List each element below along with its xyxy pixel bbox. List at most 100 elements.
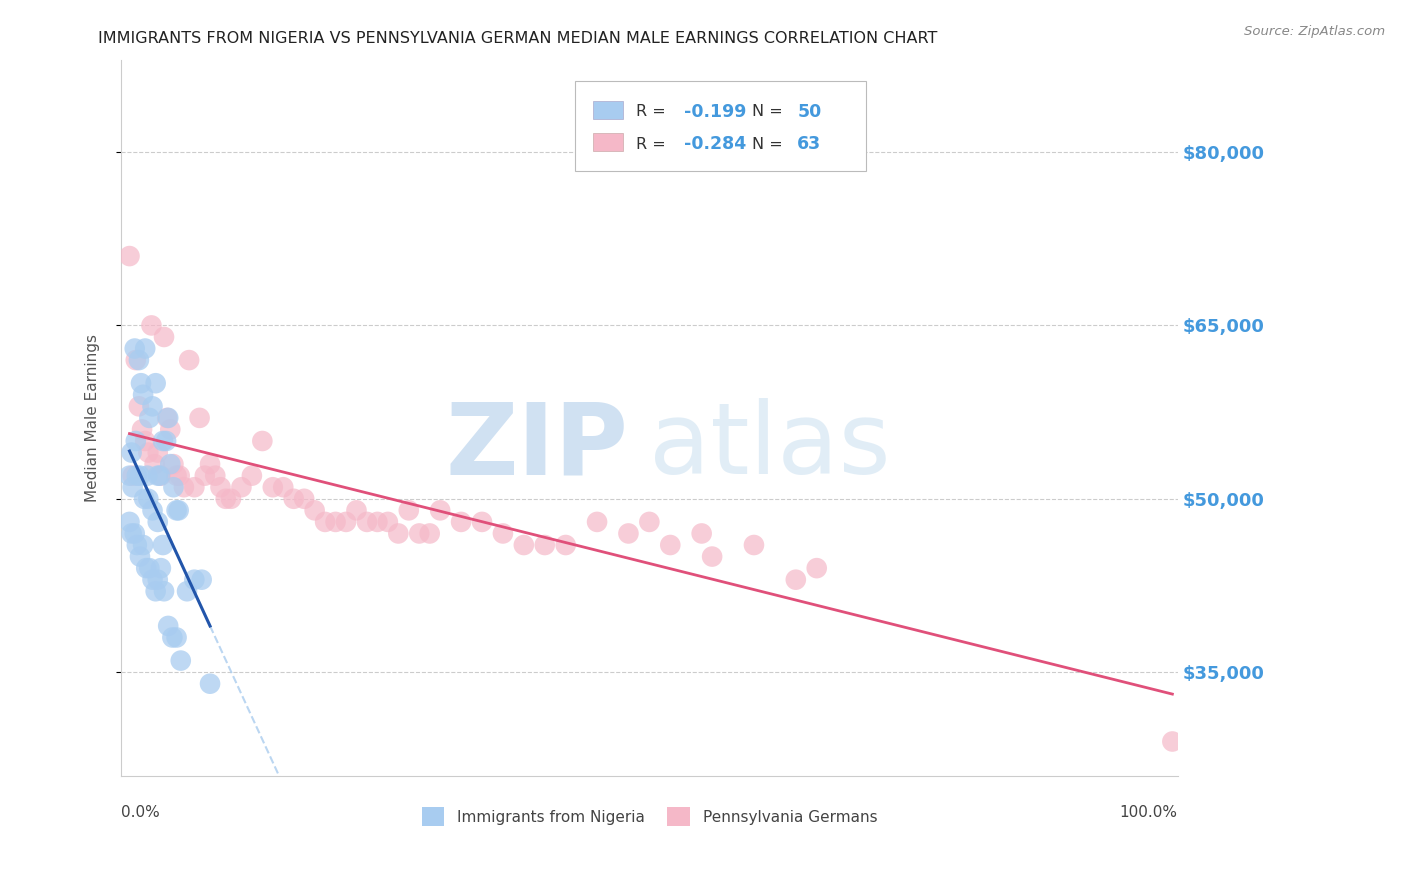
Point [204, 468, 226, 483]
Point [135, 561, 157, 575]
Point [179, 353, 201, 368]
Point [554, 538, 576, 552]
Point [785, 573, 807, 587]
Point [152, 434, 174, 448]
Point [700, 549, 723, 564]
Point [121, 480, 143, 494]
Point [335, 515, 357, 529]
Point [149, 561, 172, 575]
Point [659, 538, 682, 552]
Point [183, 573, 205, 587]
Point [198, 457, 221, 471]
Point [132, 538, 155, 552]
Point [366, 515, 388, 529]
Point [231, 480, 253, 494]
Point [149, 468, 172, 483]
Point [638, 515, 661, 529]
Point [156, 410, 179, 425]
Point [118, 515, 141, 529]
Point [162, 480, 184, 494]
Point [617, 526, 640, 541]
Point [346, 503, 368, 517]
Text: R =: R = [636, 136, 671, 152]
Point [141, 573, 163, 587]
Point [304, 503, 326, 517]
Text: N =: N = [752, 136, 787, 152]
Point [252, 434, 274, 448]
Text: N =: N = [752, 104, 787, 120]
Point [118, 249, 141, 263]
Text: IMMIGRANTS FROM NIGERIA VS PENNSYLVANIA GERMAN MEDIAN MALE EARNINGS CORRELATION : IMMIGRANTS FROM NIGERIA VS PENNSYLVANIA … [98, 31, 938, 46]
Text: ZIP: ZIP [446, 398, 628, 495]
Point [131, 422, 153, 436]
Point [146, 445, 169, 459]
Point [143, 457, 166, 471]
Point [387, 526, 409, 541]
Point [398, 503, 420, 517]
Point [141, 318, 163, 333]
Point [408, 526, 430, 541]
Point [167, 503, 190, 517]
Point [162, 631, 184, 645]
Point [146, 573, 169, 587]
Point [271, 480, 294, 494]
Point [176, 584, 198, 599]
Point [240, 468, 263, 483]
Point [166, 631, 188, 645]
Point [149, 468, 172, 483]
Point [141, 400, 163, 414]
Point [138, 410, 160, 425]
Point [188, 410, 211, 425]
Point [198, 676, 221, 690]
Point [136, 445, 159, 459]
Point [314, 515, 336, 529]
Point [145, 584, 167, 599]
Point [209, 480, 232, 494]
Point [429, 503, 451, 517]
Point [152, 538, 174, 552]
Point [356, 515, 378, 529]
Point [121, 526, 143, 541]
Point [138, 561, 160, 575]
Point [325, 515, 347, 529]
Point [533, 538, 555, 552]
Point [170, 654, 193, 668]
Text: -0.199: -0.199 [685, 103, 747, 121]
Point [125, 434, 148, 448]
Text: 100.0%: 100.0% [1119, 805, 1178, 820]
Point [471, 515, 494, 529]
Point [134, 342, 156, 356]
Point [145, 376, 167, 391]
FancyBboxPatch shape [575, 81, 866, 170]
Point [742, 538, 765, 552]
Text: R =: R = [636, 104, 671, 120]
Point [169, 468, 191, 483]
Point [124, 342, 146, 356]
Point [262, 480, 284, 494]
Point [157, 410, 180, 425]
Point [129, 549, 152, 564]
Point [121, 468, 143, 483]
Point [136, 491, 159, 506]
Point [190, 573, 212, 587]
Text: 50: 50 [797, 103, 821, 121]
Point [159, 422, 181, 436]
Point [419, 526, 441, 541]
Point [146, 515, 169, 529]
Point [513, 538, 536, 552]
Point [806, 561, 828, 575]
Point [141, 503, 163, 517]
Point [219, 491, 242, 506]
Point [125, 538, 148, 552]
Point [132, 388, 155, 402]
Text: -0.284: -0.284 [685, 136, 747, 153]
Point [129, 376, 152, 391]
Point [134, 491, 156, 506]
Point [1161, 734, 1184, 748]
Point [183, 480, 205, 494]
Y-axis label: Median Male Earnings: Median Male Earnings [86, 334, 100, 502]
Point [146, 468, 169, 483]
Point [128, 353, 150, 368]
Point [166, 503, 188, 517]
Point [492, 526, 515, 541]
